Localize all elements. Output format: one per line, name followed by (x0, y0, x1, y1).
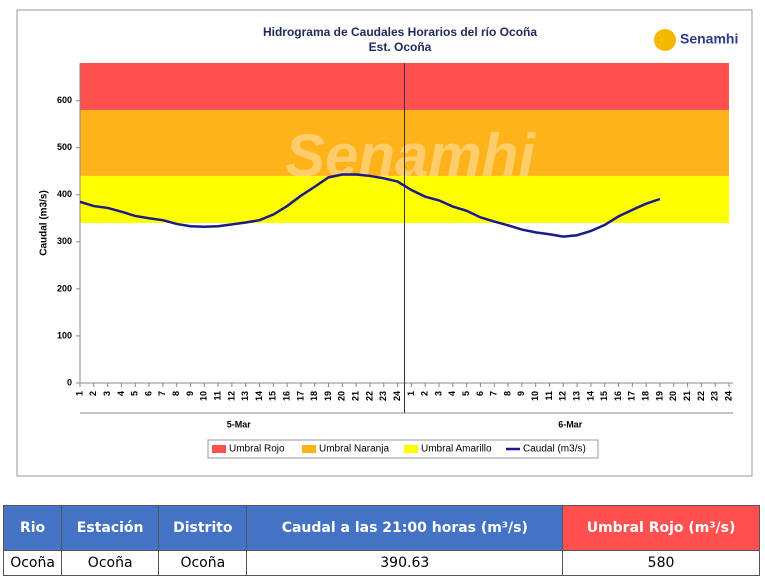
table-cell: Ocoña (158, 550, 248, 576)
x-tick-label: 15 (599, 391, 609, 401)
x-tick-label: 17 (627, 391, 637, 401)
x-tick-label: 15 (268, 391, 278, 401)
table-header: Rio Estación Distrito Caudal a las 21:00 ho… (2, 505, 760, 551)
x-tick-label: 9 (516, 391, 526, 396)
x-tick-label: 19 (654, 391, 664, 401)
x-tick-label: 14 (585, 391, 595, 401)
legend-label: Umbral Rojo (229, 444, 285, 455)
x-tick-label: 11 (544, 391, 554, 401)
x-tick-label: 10 (530, 391, 540, 401)
column-header: Umbral Rojo (m³/s) (562, 505, 760, 551)
info-table: Rio Estación Distrito Caudal a las 21:00 ho… (2, 505, 760, 576)
x-tick-label: 6 (475, 391, 485, 396)
x-tick-label: 5 (461, 391, 471, 396)
x-tick-label: 9 (185, 391, 195, 396)
x-tick-label: 23 (710, 391, 720, 401)
y-tick-label: 300 (57, 236, 72, 246)
table-cell: 580 (562, 550, 760, 576)
y-axis-label: Caudal (m3/s) (39, 190, 50, 256)
x-tick-label: 23 (378, 391, 388, 401)
x-tick-label: 12 (558, 391, 568, 401)
legend-label: Umbral Amarillo (421, 444, 492, 455)
chart-subtitle: Est. Ocoña (369, 40, 432, 54)
flow-line (79, 173, 661, 238)
x-tick-label: 8 (171, 391, 181, 396)
y-tick-label: 500 (57, 142, 72, 152)
y-tick-label: 200 (57, 283, 72, 293)
legend-label: Umbral Naranja (319, 444, 389, 455)
table-cell: 390.63 (246, 550, 564, 576)
column-header: Distrito (158, 505, 248, 551)
legend-label: Caudal (m3/s) (523, 444, 586, 455)
x-tick-label: 12 (226, 391, 236, 401)
y-tick-label: 400 (57, 189, 72, 199)
table-cell: Ocoña (2, 550, 63, 576)
x-tick-label: 21 (682, 391, 692, 401)
x-tick-label: 4 (116, 391, 126, 396)
logo-sun (654, 29, 676, 51)
column-header: Caudal a las 21:00 horas (m³/s) (246, 505, 564, 551)
x-tick-label: 10 (199, 391, 209, 401)
x-tick-label: 18 (641, 391, 651, 401)
x-tick-label: 24 (723, 391, 733, 401)
chart: Hidrograma de Caudales Horarios del río … (16, 9, 753, 477)
table-cell: Ocoña (61, 550, 160, 576)
x-tick-label: 8 (502, 391, 512, 396)
column-header: Estación (61, 505, 160, 551)
group-label: 5-Mar (227, 419, 252, 429)
x-tick-label: 11 (212, 391, 222, 401)
x-tick-label: 17 (295, 391, 305, 401)
legend-frame (207, 439, 599, 459)
x-tick-label: 4 (447, 391, 457, 396)
x-tick-label: 22 (696, 391, 706, 401)
chart-title: Hidrograma de Caudales Horarios del río … (263, 25, 537, 39)
x-tick-label: 1 (406, 391, 416, 396)
x-tick-label: 3 (433, 391, 443, 396)
x-tick-label: 7 (489, 391, 499, 396)
x-tick-label: 19 (323, 391, 333, 401)
legend-swatch (404, 445, 418, 453)
x-tick-label: 20 (337, 391, 347, 401)
legend-swatch (302, 445, 316, 453)
x-tick-label: 14 (254, 391, 264, 401)
x-tick-label: 2 (88, 391, 98, 396)
table-row: Ocoña Ocoña Ocoña 390.63 580 (2, 550, 760, 576)
x-tick-label: 16 (613, 391, 623, 401)
x-tick-label: 24 (392, 391, 402, 401)
x-tick-label: 6 (143, 391, 153, 396)
x-tick-label: 18 (309, 391, 319, 401)
x-tick-label: 7 (157, 391, 167, 396)
x-tick-label: 22 (364, 391, 374, 401)
x-tick-label: 13 (571, 391, 581, 401)
x-tick-label: 2 (420, 391, 430, 396)
watermark: Senamhi (285, 122, 536, 189)
y-tick-label: 100 (57, 330, 72, 340)
x-tick-label: 21 (351, 391, 361, 401)
group-label: 6-Mar (558, 419, 583, 429)
x-tick-label: 3 (102, 391, 112, 396)
x-tick-label: 13 (240, 391, 250, 401)
x-tick-label: 20 (668, 391, 678, 401)
x-tick-label: 1 (74, 391, 84, 396)
y-tick-label: 600 (57, 95, 72, 105)
column-header: Rio (2, 505, 63, 551)
logo: Senamhi (680, 31, 738, 47)
x-tick-label: 5 (130, 391, 140, 396)
y-tick-label: 0 (67, 377, 72, 387)
x-tick-label: 16 (282, 391, 292, 401)
legend-swatch (212, 445, 226, 453)
